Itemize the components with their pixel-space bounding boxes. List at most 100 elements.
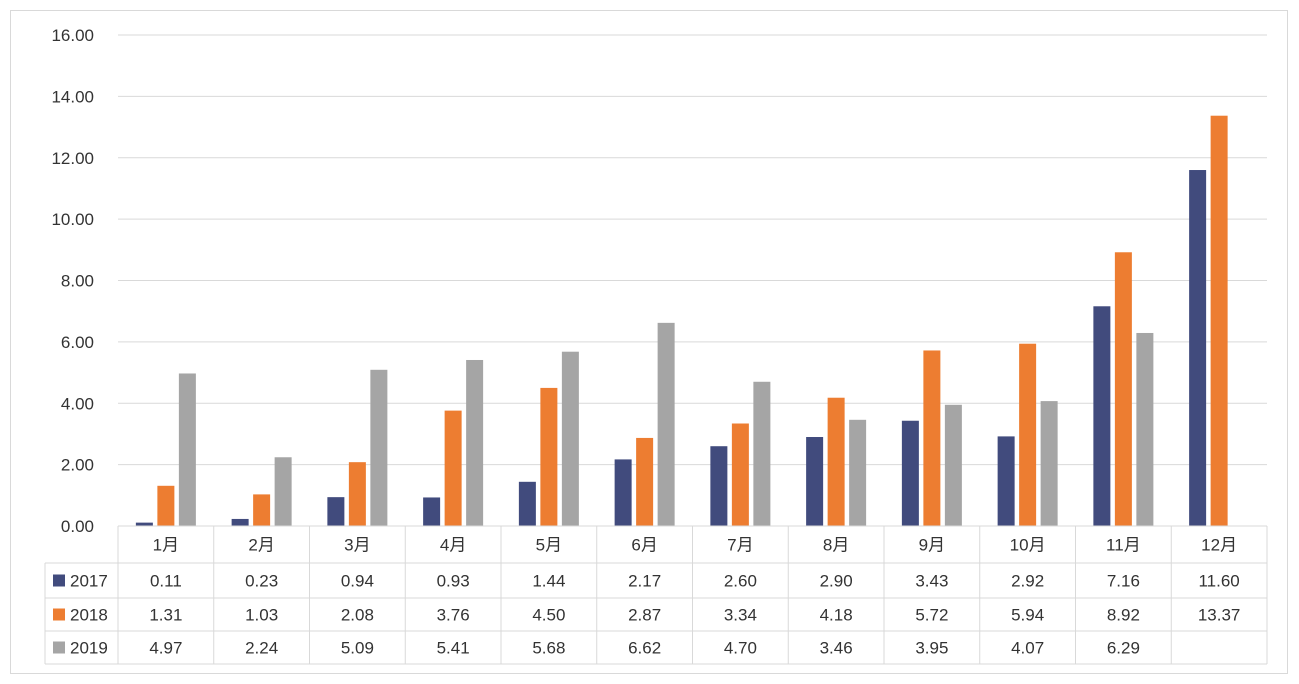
data-label-2017-5月: 1.44 — [532, 572, 565, 591]
data-label-2018-5月: 4.50 — [532, 606, 565, 625]
bar-2018-11月 — [1114, 252, 1132, 526]
bar-2017-1月 — [135, 522, 153, 526]
bar-2019-7月 — [753, 381, 771, 526]
x-tick-label: 4月 — [440, 536, 466, 555]
data-label-2017-6月: 2.17 — [628, 572, 661, 591]
bar-2018-4月 — [444, 410, 462, 526]
y-tick-label: 2.00 — [61, 456, 94, 475]
data-label-2018-9月: 5.72 — [915, 606, 948, 625]
legend-label-2018: 2018 — [70, 606, 108, 625]
x-tick-label: 9月 — [919, 536, 945, 555]
data-label-2018-12月: 13.37 — [1198, 606, 1241, 625]
chart-frame — [10, 10, 1288, 674]
bar-2017-7月 — [710, 446, 728, 526]
bar-2018-1月 — [157, 485, 175, 526]
x-tick-label: 3月 — [344, 536, 370, 555]
bar-2019-9月 — [944, 404, 962, 526]
data-label-2019-1月: 4.97 — [149, 639, 182, 658]
x-tick-label: 2月 — [248, 536, 274, 555]
gridlines — [118, 34, 1267, 466]
bar-2018-9月 — [923, 350, 941, 526]
legend-swatch-2018 — [53, 608, 65, 621]
data-label-2018-11月: 8.92 — [1107, 606, 1140, 625]
data-table: 1月 2月 3月 4月 5月 6月 7月 8月 9月 10月 11月 12月 2017 0.11 0.23 0… — [44, 525, 1268, 665]
data-label-2017-9月: 3.43 — [915, 572, 948, 591]
data-label-2017-2月: 0.23 — [245, 572, 278, 591]
bar-2018-7月 — [731, 423, 749, 526]
data-label-2019-10月: 4.07 — [1011, 639, 1044, 658]
x-tick-label: 11月 — [1106, 536, 1141, 555]
legend-swatch-2017 — [53, 574, 65, 587]
data-label-2018-6月: 2.87 — [628, 606, 661, 625]
data-label-2018-10月: 5.94 — [1011, 606, 1044, 625]
bars — [135, 115, 1228, 526]
data-label-2017-10月: 2.92 — [1011, 572, 1044, 591]
bar-2019-2月 — [274, 457, 292, 526]
data-label-2017-8月: 2.90 — [820, 572, 853, 591]
y-tick-label: 0.00 — [61, 517, 94, 536]
bar-2019-4月 — [466, 359, 484, 526]
x-tick-label: 6月 — [631, 536, 657, 555]
bar-2017-9月 — [901, 420, 919, 526]
bar-2017-4月 — [423, 497, 441, 526]
data-label-2019-9月: 3.95 — [915, 639, 948, 658]
data-label-2017-7月: 2.60 — [724, 572, 757, 591]
bar-2019-5月 — [561, 351, 579, 526]
data-label-2018-7月: 3.34 — [724, 606, 757, 625]
bar-2017-10月 — [997, 436, 1015, 526]
data-label-2019-6月: 6.62 — [628, 639, 661, 658]
bar-2017-6月 — [614, 459, 632, 526]
y-tick-label: 14.00 — [51, 87, 94, 106]
y-tick-label: 6.00 — [61, 333, 94, 352]
bar-2017-3月 — [327, 497, 345, 526]
y-axis-tick-labels: 0.00 2.00 4.00 6.00 8.00 10.00 12.00 14.00 16.00 — [51, 26, 94, 536]
legend-label-2019: 2019 — [70, 639, 108, 658]
data-label-2019-5月: 5.68 — [532, 639, 565, 658]
y-tick-label: 16.00 — [51, 26, 94, 45]
bar-2019-10月 — [1040, 401, 1058, 526]
bar-2019-3月 — [370, 369, 388, 526]
legend-label-2017: 2017 — [70, 572, 108, 591]
y-tick-label: 4.00 — [61, 394, 94, 413]
data-label-2019-8月: 3.46 — [820, 639, 853, 658]
bar-2017-11月 — [1093, 306, 1111, 526]
data-label-2019-3月: 5.09 — [341, 639, 374, 658]
data-label-2017-4月: 0.93 — [437, 572, 470, 591]
data-label-2019-11月: 6.29 — [1107, 639, 1140, 658]
data-label-2019-4月: 5.41 — [437, 639, 470, 658]
data-label-2017-12月: 11.60 — [1198, 572, 1239, 591]
bar-2017-12月 — [1189, 170, 1207, 526]
data-label-2019-2月: 2.24 — [245, 639, 278, 658]
x-tick-label: 7月 — [727, 536, 753, 555]
x-tick-label: 1月 — [153, 536, 179, 555]
data-label-2018-2月: 1.03 — [245, 606, 278, 625]
bar-2018-12月 — [1210, 115, 1228, 526]
y-tick-label: 10.00 — [51, 210, 94, 229]
bar-2018-5月 — [540, 387, 558, 526]
bar-2019-11月 — [1136, 332, 1154, 526]
data-label-2018-8月: 4.18 — [820, 606, 853, 625]
x-tick-label: 5月 — [536, 536, 562, 555]
bar-2019-6月 — [657, 322, 675, 526]
x-tick-label: 10月 — [1010, 536, 1046, 555]
bar-2017-2月 — [231, 518, 249, 526]
data-label-2018-4月: 3.76 — [437, 606, 470, 625]
bar-2017-5月 — [518, 481, 536, 526]
y-tick-label: 12.00 — [51, 149, 94, 168]
data-label-2018-1月: 1.31 — [149, 606, 182, 625]
bar-2018-6月 — [636, 437, 654, 526]
data-label-2018-3月: 2.08 — [341, 606, 374, 625]
x-tick-label: 8月 — [823, 536, 849, 555]
x-tick-label: 12月 — [1201, 536, 1237, 555]
bar-2019-8月 — [849, 419, 867, 526]
data-label-2019-7月: 4.70 — [724, 639, 757, 658]
data-label-2017-11月: 7.16 — [1107, 572, 1140, 591]
bar-2017-8月 — [806, 437, 824, 526]
bar-2018-2月 — [253, 494, 271, 526]
legend-swatch-2019 — [53, 641, 65, 654]
bar-2018-8月 — [827, 397, 845, 526]
y-tick-label: 8.00 — [61, 272, 94, 291]
bar-2018-10月 — [1019, 343, 1037, 526]
bar-2019-1月 — [178, 373, 196, 526]
